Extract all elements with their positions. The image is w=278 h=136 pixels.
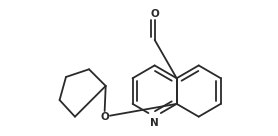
Text: N: N bbox=[150, 118, 159, 128]
Text: O: O bbox=[100, 112, 109, 122]
Text: O: O bbox=[150, 9, 159, 19]
